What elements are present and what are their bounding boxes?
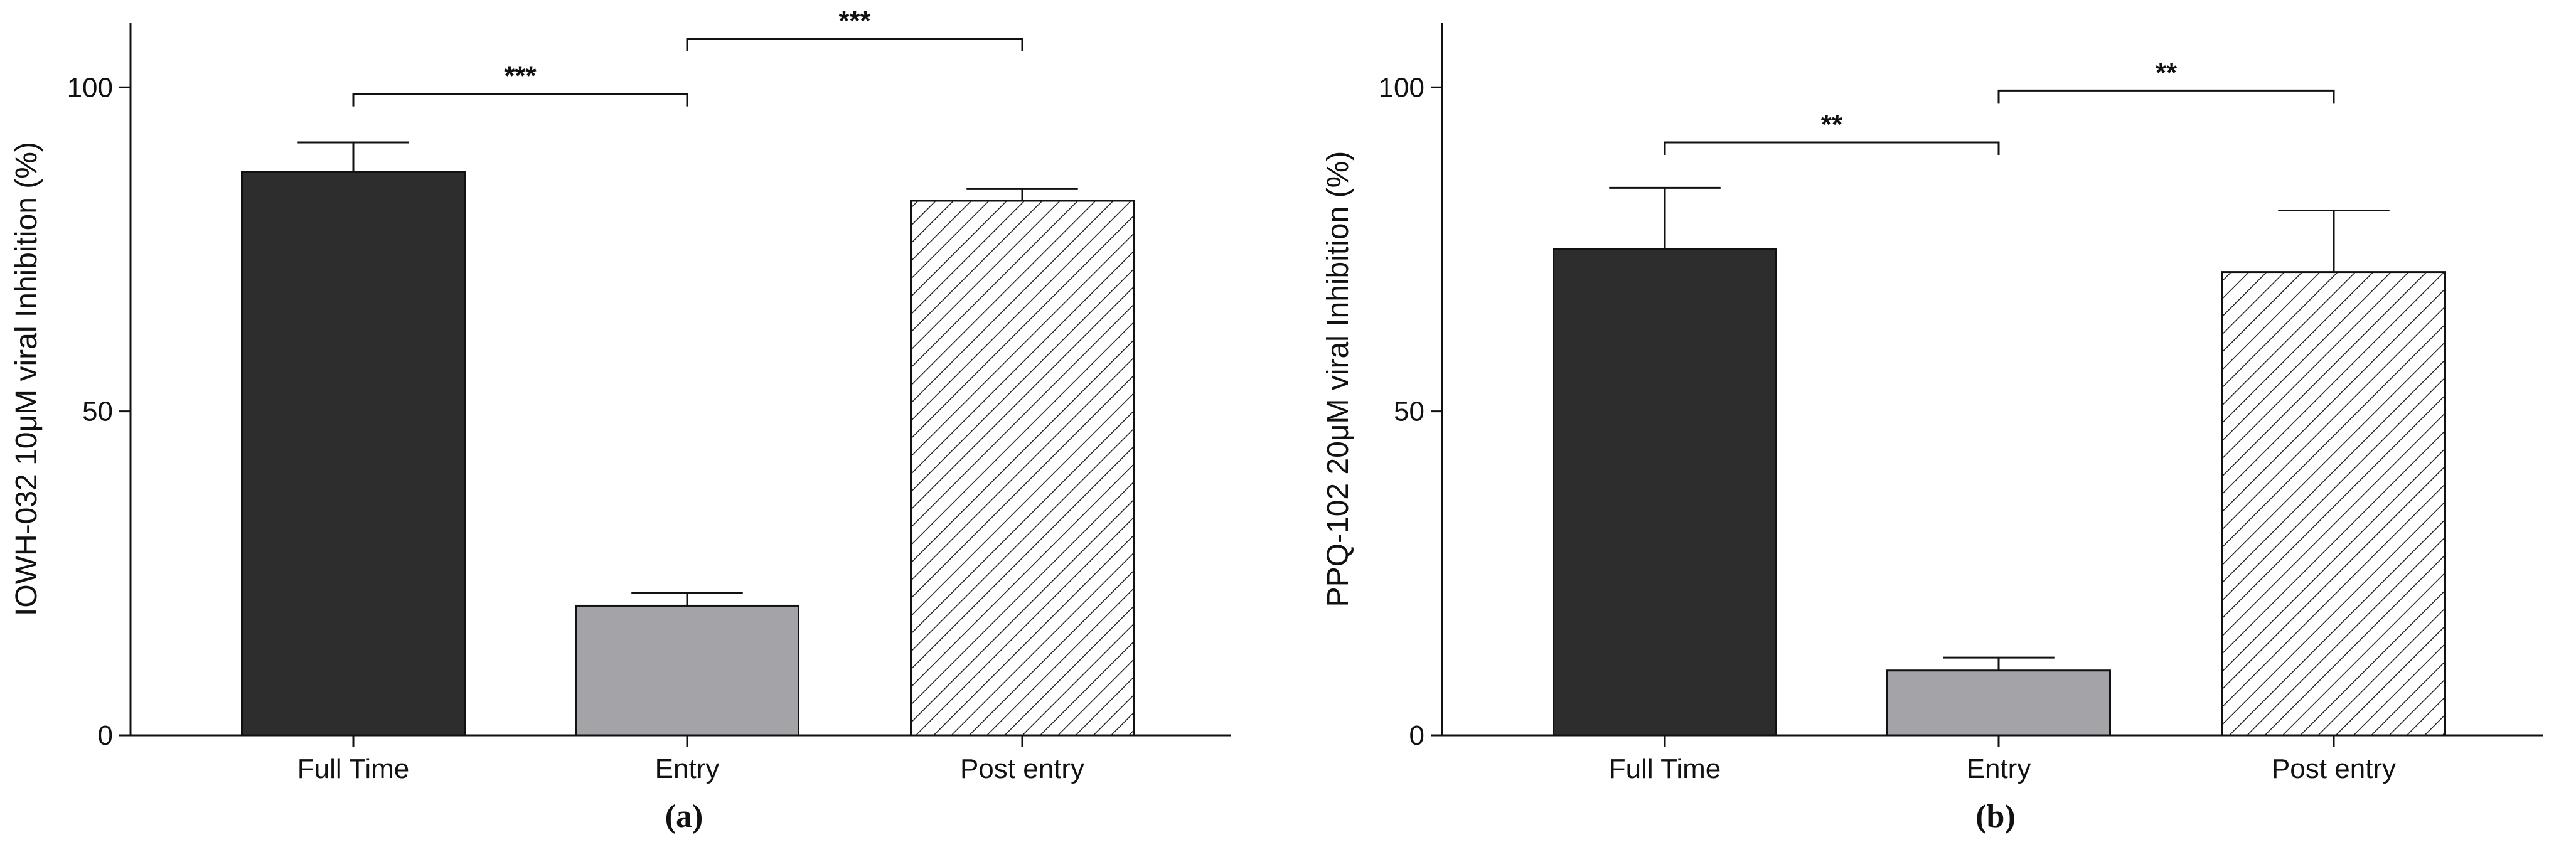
significance-label: *** [504,61,537,92]
significance-bracket [1664,141,2000,156]
bar [575,604,799,737]
x-tick-label: Entry [1967,753,2031,784]
chart-panel-a: 0 50 100 Full Time Entry Post entry *** *** IOWH… [10,6,1231,834]
y-tick-label: 50 [82,397,113,427]
significance-bracket [1997,89,2335,104]
panel-label: (a) [665,799,703,834]
bar [2221,271,2446,737]
panel-label: (b) [1975,799,2016,834]
significance-bracket [686,38,1023,51]
significance-label: ** [2156,57,2178,88]
x-tick-label: Entry [655,753,720,784]
y-tick-label: 100 [1379,72,1424,103]
significance-bracket [352,93,688,107]
y-tick-label: 0 [1409,720,1424,751]
significance-label: ** [1821,109,1843,140]
x-tick-label: Post entry [960,753,1084,784]
y-tick-label: 0 [98,720,113,751]
x-tick-label: Full Time [1609,753,1721,784]
x-tick-label: Post entry [2272,753,2396,784]
chart-panel-b: 0 50 100 Full Time Entry Post entry ** ** PPQ-10… [1322,23,2543,834]
y-tick-label: 50 [1394,397,1424,427]
x-tick-label: Full Time [297,753,409,784]
bar [241,171,466,737]
significance-label: *** [838,6,871,36]
bar [1886,669,2111,737]
y-tick-label: 100 [67,72,113,103]
y-axis-label: IOWH-032 10μM viral Inhibition (%) [10,142,43,616]
bar [910,200,1135,737]
bar [1553,248,1777,737]
y-axis-label: PPQ-102 20μM viral Inhibition (%) [1322,151,1355,607]
